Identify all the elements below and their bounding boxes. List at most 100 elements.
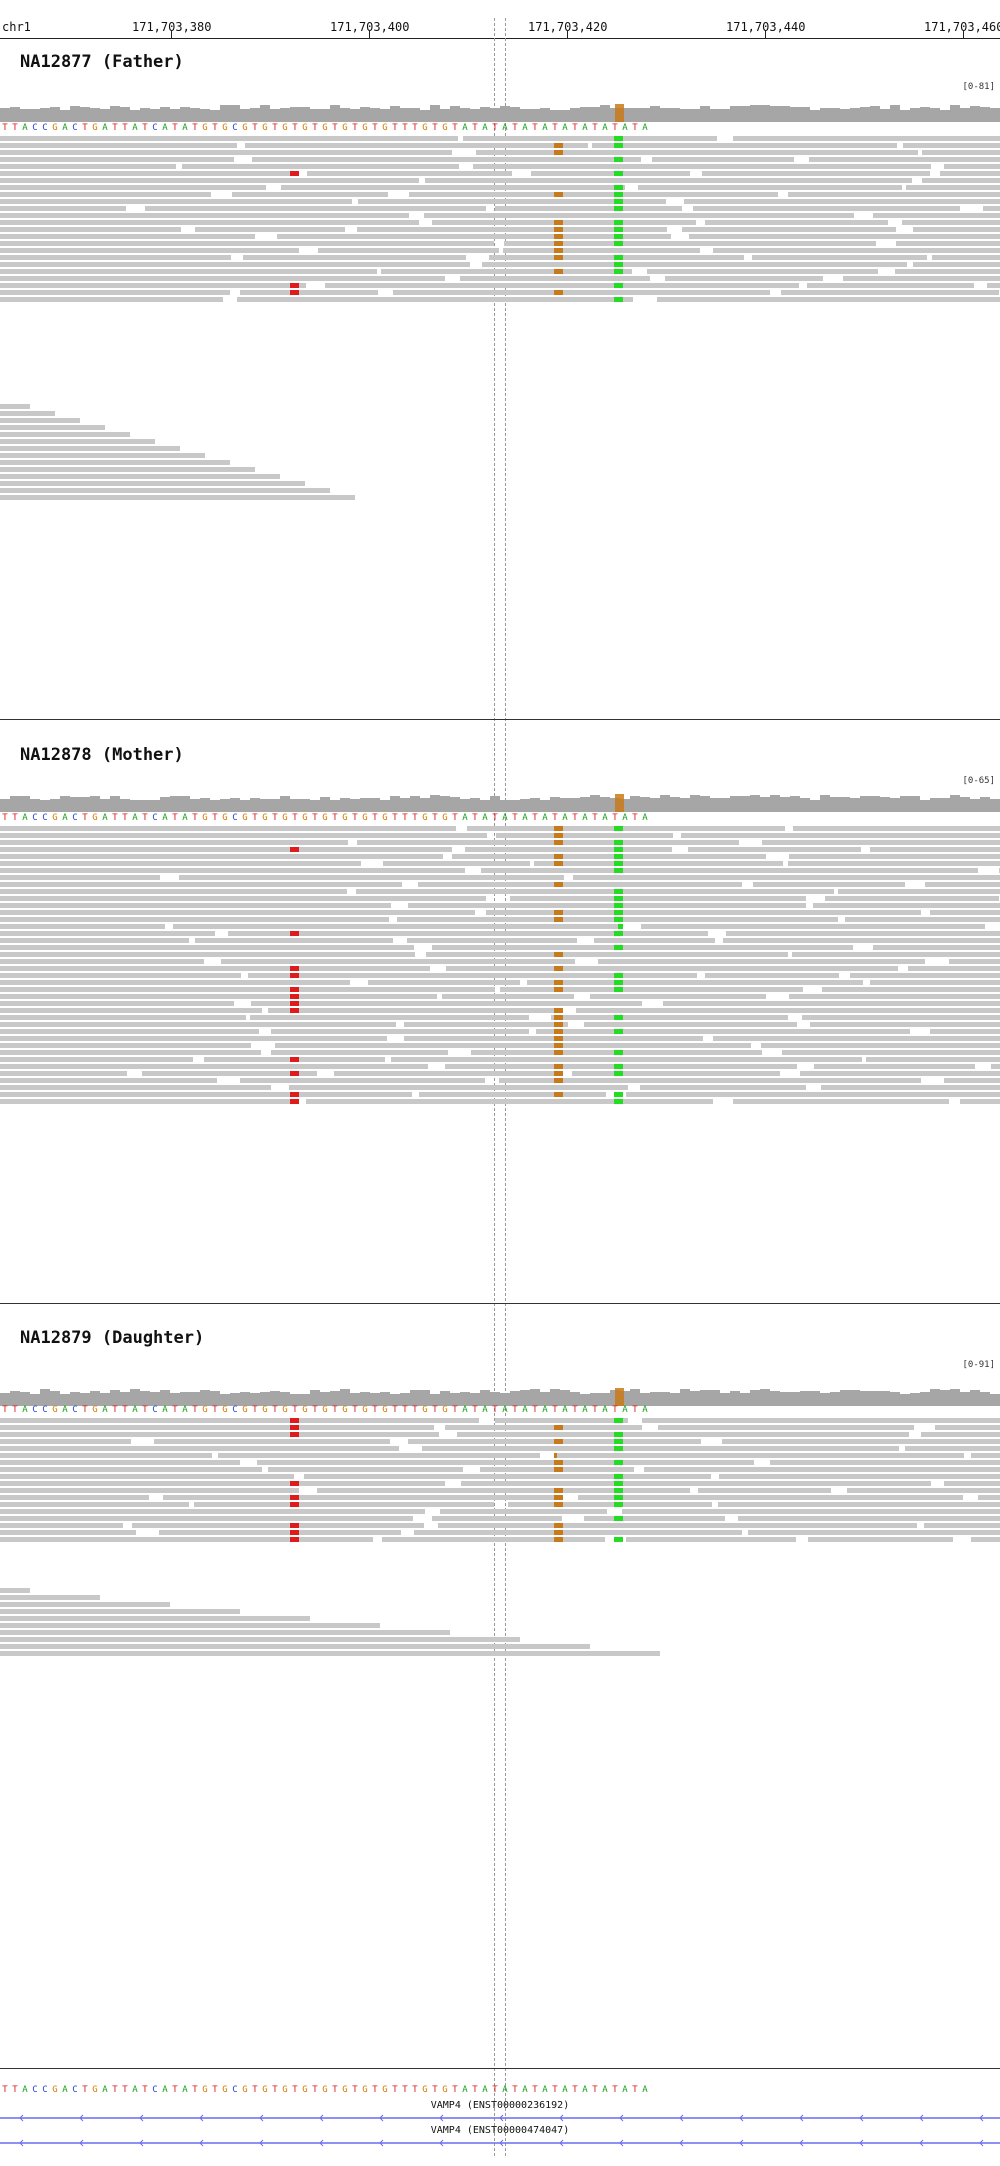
alignment-reads-track[interactable]: [0, 1418, 1000, 1938]
read: [0, 1630, 450, 1635]
read: [407, 938, 577, 943]
coverage-bar: [780, 1392, 790, 1406]
read: [281, 185, 625, 190]
coverage-bar: [320, 797, 330, 812]
coverage-bar: [590, 795, 600, 812]
coverage-bar: [710, 798, 720, 812]
coverage-bar: [840, 797, 850, 812]
coverage-bar: [630, 1389, 640, 1406]
reference-base: T: [192, 123, 198, 133]
coverage-bar: [650, 798, 660, 812]
coverage-bar: [940, 1390, 950, 1406]
read: [642, 1418, 1000, 1423]
gene-label: VAMP4 (ENST00000474047): [430, 2125, 570, 2136]
coverage-bar: [970, 1390, 980, 1406]
mismatch-base: [290, 290, 299, 295]
coverage-bar: [490, 796, 500, 812]
read: [551, 1015, 788, 1020]
reference-base: T: [142, 123, 148, 133]
read: [457, 1432, 909, 1437]
reference-base: C: [72, 2085, 78, 2095]
coverage-bar: [410, 108, 420, 122]
read: [0, 1446, 399, 1451]
reference-base: T: [452, 813, 458, 823]
coverage-bar: [60, 1394, 70, 1406]
read: [536, 1029, 910, 1034]
reference-base: T: [552, 1405, 558, 1415]
coverage-bar: [980, 797, 990, 812]
reference-base: T: [142, 1405, 148, 1415]
reference-base: A: [162, 123, 168, 133]
read: [248, 973, 697, 978]
read: [698, 1488, 831, 1493]
read: [641, 924, 985, 929]
mismatch-base: [614, 1446, 623, 1451]
gene-track[interactable]: [0, 2112, 1000, 2124]
read: [0, 973, 241, 978]
ruler[interactable]: chr1 171,703,380 171,703,400 171,703,420…: [0, 0, 1000, 40]
coverage-bar: [470, 798, 480, 812]
read: [905, 1446, 1000, 1451]
reference-base: G: [362, 813, 368, 823]
read: [647, 269, 878, 274]
reference-base: T: [432, 123, 438, 133]
read: [0, 980, 350, 985]
coverage-bar: [240, 109, 250, 122]
reference-base: T: [312, 1405, 318, 1415]
mismatch-base: [614, 903, 623, 908]
read: [173, 924, 618, 929]
coverage-bar: [170, 796, 180, 812]
reference-base: T: [632, 123, 638, 133]
gene-track[interactable]: [0, 2137, 1000, 2149]
reference-base: C: [42, 2085, 48, 2095]
read: [0, 213, 409, 218]
read: [418, 882, 742, 887]
reference-base: T: [432, 1405, 438, 1415]
reference-base: A: [562, 2085, 568, 2095]
strand-arrow: [19, 2114, 24, 2122]
coverage-track[interactable]: [0, 1386, 1000, 1406]
reference-base: T: [272, 1405, 278, 1415]
reference-base: G: [262, 2085, 268, 2095]
read: [0, 840, 348, 845]
strand-arrow: [439, 2114, 444, 2122]
reference-base: T: [192, 2085, 198, 2095]
coverage-bar: [560, 110, 570, 122]
read: [0, 1008, 262, 1013]
reference-base: A: [522, 2085, 528, 2095]
coverage-bar: [340, 798, 350, 812]
read: [0, 868, 465, 873]
coverage-bar: [20, 1392, 30, 1406]
coverage-track[interactable]: [0, 102, 1000, 122]
read: [960, 1099, 1000, 1104]
read: [465, 847, 672, 852]
coverage-bar: [910, 108, 920, 122]
read: [0, 1099, 296, 1104]
coverage-track[interactable]: [0, 792, 1000, 812]
reference-base: A: [622, 813, 628, 823]
read: [0, 945, 414, 950]
coverage-bar: [780, 106, 790, 122]
coverage-bar: [950, 105, 960, 122]
coverage-bar: [300, 107, 310, 122]
read: [467, 826, 785, 831]
coverage-bar: [410, 1390, 420, 1406]
read: [0, 1509, 425, 1514]
coverage-bar: [420, 798, 430, 812]
alignment-reads-track[interactable]: [0, 826, 1000, 1296]
strand-arrow: [499, 2114, 504, 2122]
mismatch-base: [614, 847, 623, 852]
read: [0, 1425, 434, 1430]
coverage-bar: [720, 109, 730, 122]
alignment-reads-track[interactable]: [0, 136, 1000, 716]
reference-base: G: [382, 813, 388, 823]
coverage-bar: [90, 108, 100, 122]
read: [0, 959, 204, 964]
read: [0, 297, 223, 302]
coverage-bar: [770, 1391, 780, 1406]
